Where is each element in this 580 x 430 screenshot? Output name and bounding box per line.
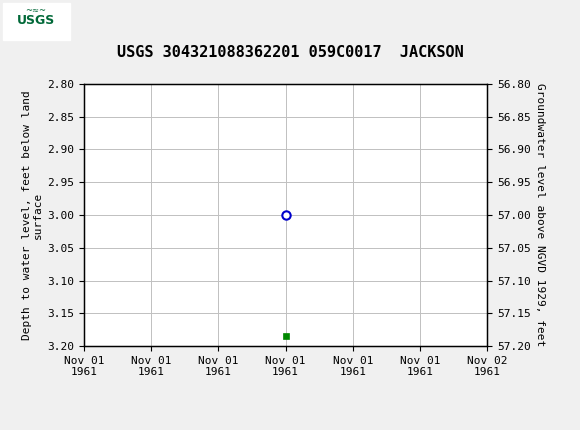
Text: USGS 304321088362201 059C0017  JACKSON: USGS 304321088362201 059C0017 JACKSON bbox=[117, 45, 463, 60]
Text: ~≈~: ~≈~ bbox=[26, 5, 46, 14]
Y-axis label: Groundwater level above NGVD 1929, feet: Groundwater level above NGVD 1929, feet bbox=[535, 83, 545, 347]
Y-axis label: Depth to water level, feet below land
surface: Depth to water level, feet below land su… bbox=[21, 90, 44, 340]
Text: USGS: USGS bbox=[17, 14, 55, 27]
FancyBboxPatch shape bbox=[3, 3, 70, 40]
